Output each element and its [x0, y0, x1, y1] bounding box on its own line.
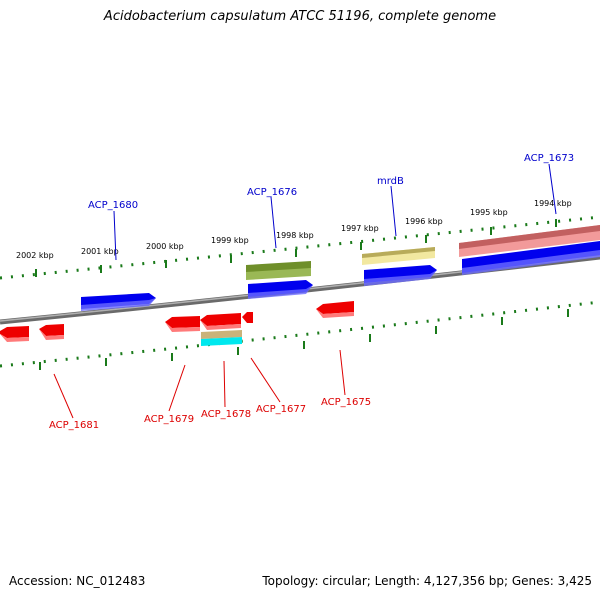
leader-line	[250, 357, 281, 403]
scale-label: 2001 kbp	[81, 247, 119, 256]
scale-label: 1994 kbp	[534, 199, 572, 208]
gene-label: ACP_1679	[144, 414, 194, 425]
gene-arrow-red	[39, 324, 64, 336]
scale-label: 1996 kbp	[405, 217, 443, 226]
gene-label: mrdB	[377, 176, 404, 187]
map-title: Acidobacterium capsulatum ATCC 51196, co…	[103, 9, 497, 24]
leader-line	[339, 349, 346, 396]
gene-arrow-red	[200, 313, 241, 326]
gene-arrow-red	[316, 301, 354, 314]
scale-label: 1995 kbp	[470, 208, 508, 217]
gene-arrow-red	[165, 316, 200, 328]
upper-scale-track	[0, 215, 600, 280]
scale-label: 2000 kbp	[146, 242, 184, 251]
leader-line	[390, 185, 397, 237]
scale-label: 2002 kbp	[16, 251, 54, 260]
gene-feature	[201, 330, 242, 339]
leader-line	[113, 210, 117, 261]
gene-label: ACP_1673	[524, 153, 574, 164]
genome-summary-text: Topology: circular; Length: 4,127,356 bp…	[262, 574, 592, 588]
minus-strand-features	[0, 301, 354, 346]
upper-scale-ticks	[35, 219, 557, 277]
scale-label: 1999 kbp	[211, 236, 249, 245]
gene-label: ACP_1678	[201, 409, 251, 420]
accession-text: Accession: NC_012483	[9, 574, 146, 588]
scale-label: 1998 kbp	[276, 231, 314, 240]
leader-line	[168, 364, 186, 412]
lower-scale-ticks	[39, 309, 569, 370]
gene-label: ACP_1677	[256, 404, 306, 415]
gene-arrow-red	[0, 326, 29, 338]
gene-label: ACP_1676	[247, 187, 297, 198]
leader-line	[548, 163, 557, 215]
gene-arrow-red	[242, 312, 253, 323]
scale-label: 1997 kbp	[341, 224, 379, 233]
leader-line	[223, 360, 226, 408]
plus-strand-features	[81, 225, 600, 311]
gene-label: ACP_1680	[88, 200, 138, 211]
gene-label: ACP_1681	[49, 420, 99, 431]
gene-feature	[201, 337, 242, 346]
leader-line	[53, 373, 74, 419]
gene-label: ACP_1675	[321, 397, 371, 408]
leader-line	[270, 196, 277, 249]
lower-scale-track	[0, 300, 600, 368]
